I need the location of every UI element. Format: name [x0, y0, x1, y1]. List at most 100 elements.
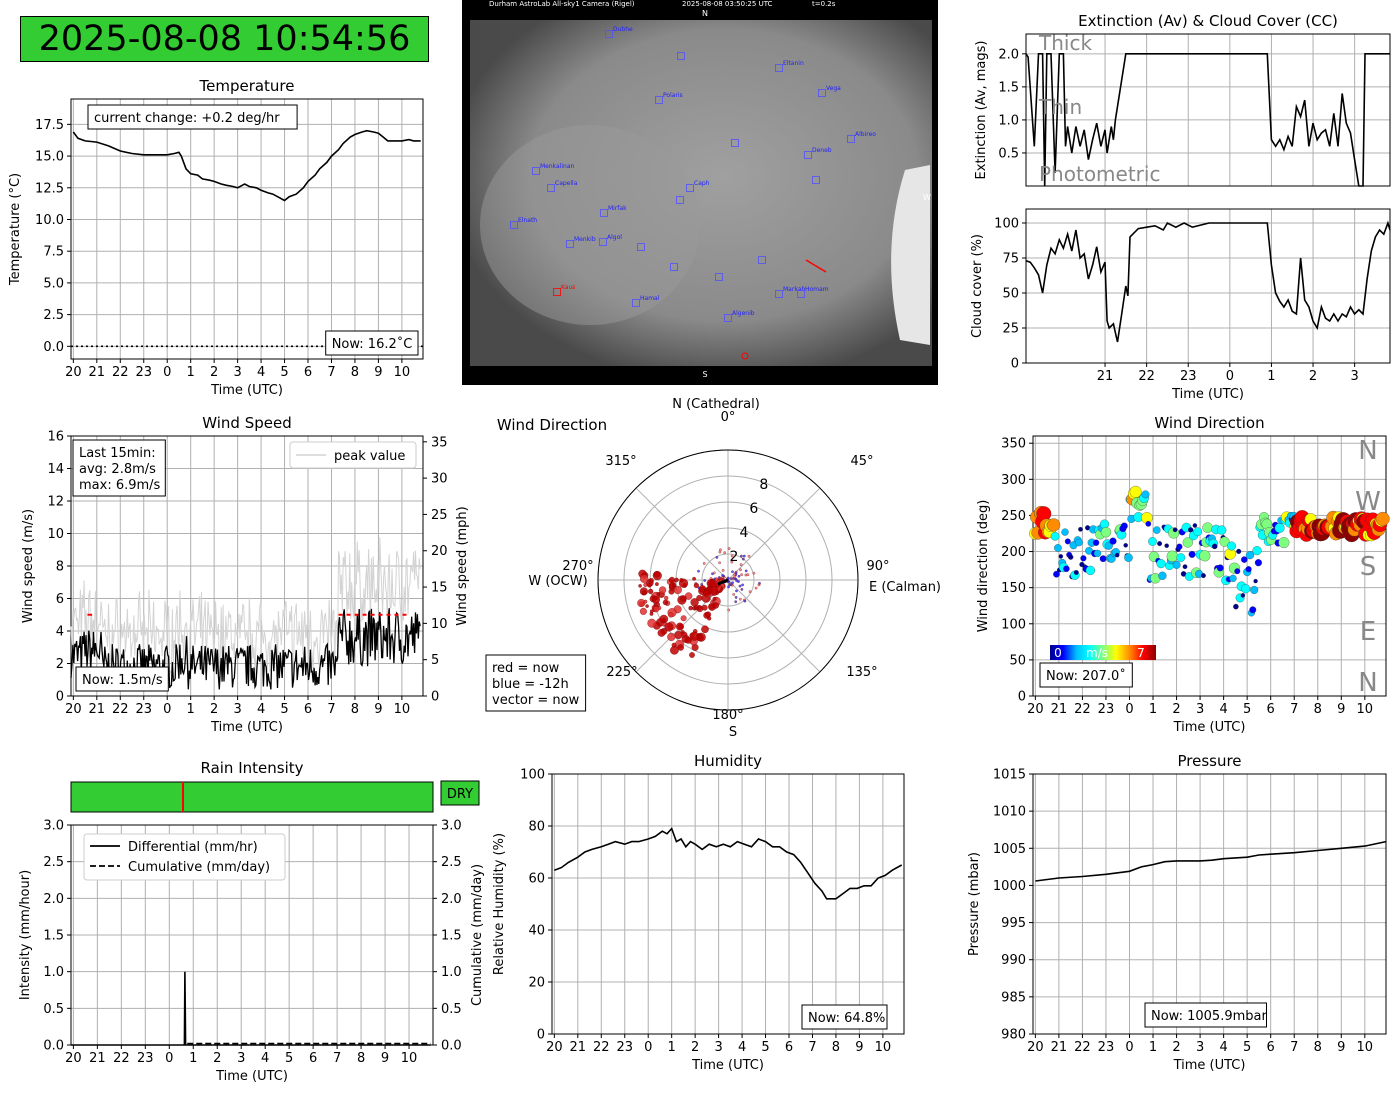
plot-frame: [1032, 435, 1387, 697]
star-label: Mirfak: [608, 205, 627, 212]
wind-direction-now-label-box: [1039, 662, 1133, 688]
wind-direction-point: [1216, 564, 1224, 572]
x-tick-label: 23: [1098, 702, 1115, 717]
clock-display: 2025-08-08 10:54:56: [20, 16, 429, 62]
wind-direction-point: [1254, 559, 1262, 567]
temperature-line: [72, 129, 421, 202]
polar-wind-point: [639, 607, 647, 615]
y-tick-label: 100: [520, 768, 545, 783]
right-y-axis-label: Cumulative (mm/day): [470, 864, 485, 1006]
wind-direction-point: [1182, 537, 1193, 548]
legend-peak-label: peak value: [334, 449, 405, 464]
x-tick-label: 22: [593, 1040, 610, 1055]
allsky-image: Durham AstroLab All-sky1 Camera (Rigel) 2…: [462, 0, 938, 385]
wind-direction-point: [1211, 543, 1218, 550]
polar-wind-point: [710, 600, 714, 604]
y-tick-label: 300: [1001, 473, 1026, 488]
allsky-arrow: [805, 259, 827, 273]
polar-wind-point: [746, 573, 750, 577]
compass-label: S: [1360, 552, 1377, 582]
y-tick-label: 3.0: [43, 819, 64, 834]
wind-direction-point: [1073, 570, 1079, 575]
polar-wind-point: [735, 589, 738, 593]
wind-direction-point: [1036, 506, 1052, 522]
polar-wind-point: [664, 595, 669, 601]
polar-wind-point: [747, 554, 751, 558]
x-tick-label: 21: [1051, 1040, 1068, 1055]
polar-wind-point: [744, 569, 748, 573]
polar-wind-point: [754, 586, 758, 590]
wind-direction-point: [1047, 518, 1061, 532]
polar-wind-point: [647, 582, 652, 588]
polar-wind-point: [730, 577, 733, 581]
x-tick-label: 8: [1314, 1040, 1322, 1055]
polar-wind-point: [639, 574, 649, 583]
polar-wind-point: [692, 576, 696, 581]
wind-direction-point: [1188, 550, 1196, 558]
star-marker: [566, 240, 574, 248]
extinction-chart: 0.5 1.0 1.5 2.0 Extinction (Av) & Cloud Cove…: [974, 12, 1391, 187]
polar-wind-point: [696, 594, 703, 602]
allsky-north-label: N: [702, 9, 708, 18]
right-y-tick-label: 0.5: [441, 1002, 462, 1017]
x-tick-label: 7: [327, 365, 335, 380]
star-marker: [818, 89, 826, 97]
x-tick-label: 10: [401, 1051, 418, 1066]
polar-wind-point: [653, 570, 661, 578]
x-tick-label: 4: [257, 365, 265, 380]
pressure-now-label-box: [1144, 1002, 1267, 1028]
right-y-tick-label: 10: [431, 617, 448, 632]
wind-direction-point: [1172, 527, 1178, 533]
star-label: Vega: [826, 85, 841, 92]
plot-frame: [1032, 773, 1387, 1035]
polar-wind-point: [679, 578, 684, 583]
polar-wind-point: [652, 595, 660, 604]
x-tick-label: 10: [394, 702, 411, 717]
star-label: Markab: [783, 286, 805, 293]
x-tick-label: 2: [1309, 369, 1317, 384]
x-tick-label: 8: [1314, 702, 1322, 717]
temperature-chart: 20 21 22 23 0 1 2 3 4 5 6 7 8 9 100.02.55.07.510.012.5…: [8, 77, 424, 398]
y-tick-label: 60: [528, 872, 545, 887]
right-y-tick-label: 25: [431, 508, 448, 523]
star-marker: [600, 209, 608, 217]
polar-wind-point: [689, 631, 699, 641]
chart-title: Humidity: [694, 752, 762, 770]
polar-angle-label: 45°: [850, 454, 873, 469]
polar-wind-point: [732, 593, 736, 596]
extinction-line: [1025, 52, 1390, 187]
legend-box: [83, 833, 286, 881]
polar-angle-label: 135°: [846, 665, 877, 680]
wind-direction-point: [1053, 570, 1060, 578]
polar-angle-label: 180°: [712, 708, 743, 723]
polar-wind-point: [645, 604, 649, 608]
polar-wind-point: [689, 652, 695, 658]
polar-wind-point: [727, 580, 731, 584]
x-tick-label: 10: [1357, 1040, 1374, 1055]
wind-direction-point: [1176, 543, 1183, 550]
wind-direction-point: [1158, 571, 1167, 580]
star-marker: [847, 135, 855, 143]
polar-wind-point: [731, 570, 734, 574]
star-marker: [632, 299, 640, 307]
pressure-chart: 20 21 22 23 0 1 2 3 4 5 6 7 8 9 1098098599099510001005…: [967, 752, 1387, 1073]
wind-direction-point: [1182, 564, 1188, 570]
y-axis-label: Extinction (Av, mags): [974, 41, 989, 180]
x-tick-label: 20: [65, 702, 82, 717]
polar-wind-point: [664, 622, 674, 632]
x-tick-label: 8: [351, 365, 359, 380]
polar-spoke: [727, 487, 821, 581]
x-tick-label: 23: [135, 365, 152, 380]
polar-wind-point: [702, 562, 706, 565]
legend-box: [289, 441, 417, 469]
star-marker: [686, 184, 694, 192]
y-tick-label: 985: [1001, 990, 1026, 1005]
x-tick-label: 0: [644, 1040, 652, 1055]
pressure-line: [1035, 840, 1387, 882]
x-tick-label: 1: [187, 365, 195, 380]
x-tick-label: 8: [832, 1040, 840, 1055]
y-axis-label: Cloud cover (%): [970, 234, 985, 338]
y-tick-label: 50: [1009, 653, 1026, 668]
star-marker: [804, 151, 812, 159]
